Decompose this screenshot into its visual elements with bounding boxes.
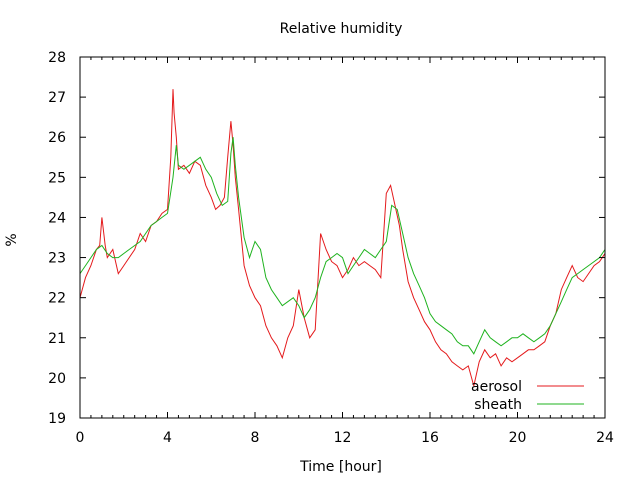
x-tick-label: 24 — [596, 430, 614, 446]
series-line-aerosol — [79, 89, 606, 387]
y-axis-label: % — [4, 233, 20, 246]
series-line-sheath — [79, 137, 606, 355]
y-tick-label: 23 — [48, 251, 66, 267]
x-axis-label: Time [hour] — [299, 459, 382, 475]
series-layer — [79, 89, 606, 387]
legend-label-sheath: sheath — [474, 397, 522, 413]
x-tick-label: 12 — [334, 430, 352, 446]
x-tick-label: 8 — [251, 430, 260, 446]
x-tick-label: 16 — [421, 430, 439, 446]
y-tick-label: 21 — [48, 331, 66, 347]
y-tick-label: 28 — [48, 50, 66, 66]
y-tick-label: 22 — [48, 291, 66, 307]
y-tick-label: 27 — [48, 90, 66, 106]
y-tick-label: 20 — [48, 371, 66, 387]
chart-title: Relative humidity — [280, 21, 403, 37]
axes-layer: 19 20 21 22 23 24 25 26 27 28 0 4 8 12 16 20 24 — [48, 50, 614, 446]
x-tick-label: 20 — [509, 430, 527, 446]
x-tick-label: 4 — [163, 430, 172, 446]
plot-frame — [79, 56, 606, 419]
y-tick-label: 26 — [48, 130, 66, 146]
y-tick-label: 25 — [48, 170, 66, 186]
x-tick-label: 0 — [76, 430, 85, 446]
y-tick-label: 19 — [48, 411, 66, 427]
y-tick-label: 24 — [48, 210, 66, 226]
legend: aerosol sheath — [471, 379, 584, 413]
legend-label-aerosol: aerosol — [471, 379, 522, 395]
